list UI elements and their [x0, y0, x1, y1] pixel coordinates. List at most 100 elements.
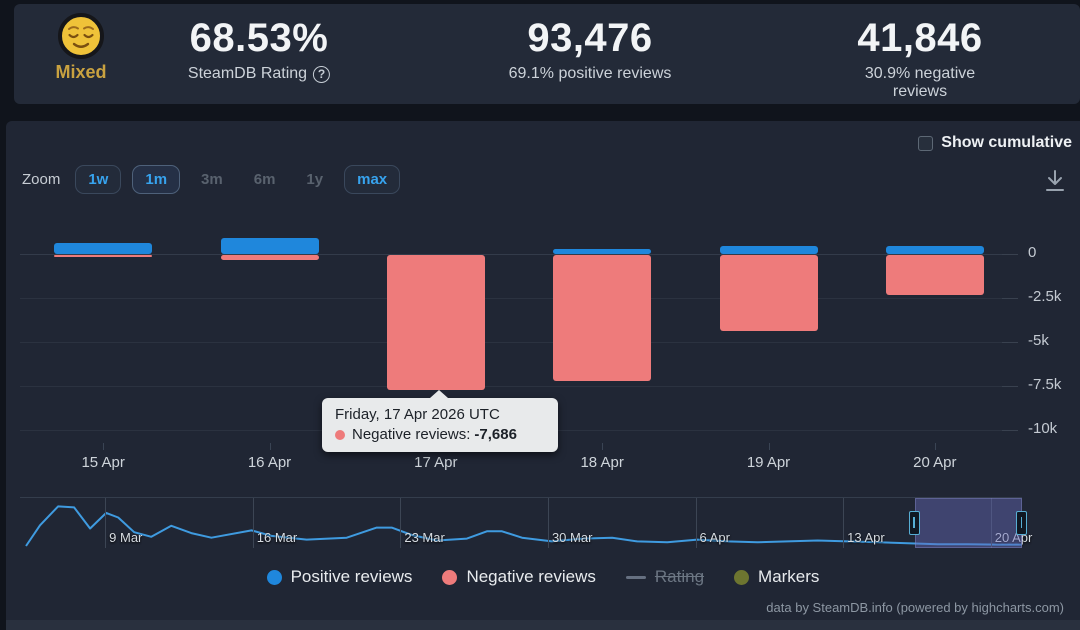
- chart-navigator[interactable]: 9 Mar 16 Mar 23 Mar 30 Mar 6 Apr 13 Apr 20 Apr: [20, 497, 1032, 548]
- bar-positive-16-apr[interactable]: [220, 238, 319, 254]
- show-cumulative-label: Show cumulative: [941, 134, 1072, 151]
- legend-label: Rating: [654, 567, 705, 586]
- navigator-sparkline: [25, 505, 1022, 547]
- zoom-button-6m: 6m: [253, 170, 276, 188]
- navigator-date-label: 6 Apr: [699, 530, 730, 545]
- x-axis-tick: [269, 443, 271, 450]
- zoom-label: Zoom: [22, 170, 61, 188]
- navigator-gridline: [400, 498, 402, 548]
- tooltip-arrow: [430, 390, 448, 398]
- navigator-date-label: 16 Mar: [256, 530, 298, 545]
- positive-count: 93,476: [527, 16, 653, 60]
- x-axis-label: 18 Apr: [580, 454, 624, 471]
- next-section-edge: [6, 620, 1080, 630]
- navigator-handle-right[interactable]: [1016, 511, 1027, 535]
- bar-positive-20-apr[interactable]: [885, 246, 984, 254]
- tooltip-title: Friday, 17 Apr 2026 UTC: [335, 406, 500, 423]
- zoom-button-1w[interactable]: 1w: [75, 164, 122, 194]
- navigator-date-label: 30 Mar: [551, 530, 593, 545]
- show-cumulative-checkbox[interactable]: [918, 135, 934, 151]
- navigator-gridline: [547, 498, 549, 548]
- bar-negative-18-apr[interactable]: [553, 255, 652, 381]
- x-axis-tick: [103, 443, 105, 450]
- x-axis-tick: [768, 443, 770, 450]
- x-axis-label: 17 Apr: [414, 454, 458, 471]
- y-gridline: [20, 298, 1018, 299]
- zoom-button-max[interactable]: max: [344, 164, 401, 194]
- navigator-gridline: [695, 498, 697, 548]
- y-axis-tick: [1002, 342, 1018, 343]
- stat-positive-reviews: 93,476 69.1% positive reviews: [509, 16, 672, 83]
- legend-item-rating[interactable]: Rating: [625, 567, 705, 587]
- tooltip-series-label: Negative reviews:: [352, 426, 471, 443]
- x-axis-tick: [602, 443, 604, 450]
- y-gridline: [20, 386, 1018, 387]
- zoom-button-1y: 1y: [306, 170, 324, 188]
- navigator-date-label: 13 Apr: [847, 530, 885, 545]
- legend-label: Markers: [758, 567, 820, 586]
- tooltip-value: -7,686: [474, 426, 517, 443]
- bar-negative-19-apr[interactable]: [719, 255, 818, 331]
- zoom-button-3m: 3m: [201, 170, 223, 188]
- navigator-selected-range[interactable]: [914, 498, 1022, 548]
- legend-item-markers[interactable]: Markers: [734, 567, 819, 587]
- legend-swatch: [442, 569, 458, 585]
- legend-item-positive-reviews[interactable]: Positive reviews: [266, 567, 413, 587]
- negative-caption: 30.9% negative reviews: [864, 65, 976, 100]
- x-axis-tick: [934, 443, 936, 450]
- sentiment-label: Mixed: [55, 62, 107, 82]
- chart-tooltip: Friday, 17 Apr 2026 UTC Negative reviews…: [322, 390, 558, 452]
- bar-positive-18-apr[interactable]: [553, 249, 652, 254]
- x-axis-label: 19 Apr: [746, 454, 791, 471]
- chart-legend: Positive reviews Negative reviews Rating Ma…: [6, 561, 1080, 593]
- navigator-gridline: [105, 498, 107, 548]
- navigator-gridline: [843, 498, 845, 548]
- reviews-chart-panel: Show cumulative Zoom 1w 1m 3m 6m 1y max 0 -2.5…: [6, 121, 1080, 620]
- stat-negative-reviews: 41,846 30.9% negative reviews: [840, 16, 1000, 101]
- zoom-button-1m[interactable]: 1m: [132, 164, 181, 194]
- y-axis-label: 0: [1028, 244, 1037, 261]
- bar-positive-15-apr[interactable]: [54, 243, 153, 254]
- positive-caption: 69.1% positive reviews: [508, 65, 672, 82]
- navigator-gridline: [990, 498, 992, 548]
- tooltip-series-dot: [335, 429, 345, 440]
- y-axis-tick: [1002, 386, 1018, 387]
- y-axis-label: -7.5k: [1028, 376, 1062, 393]
- legend-item-negative-reviews[interactable]: Negative reviews: [442, 567, 596, 587]
- bar-negative-17-apr[interactable]: [386, 255, 485, 391]
- rating-caption: SteamDB Rating: [187, 65, 308, 82]
- navigator-gridline: [252, 498, 254, 548]
- negative-count: 41,846: [857, 16, 983, 60]
- y-gridline: [20, 342, 1018, 343]
- y-gridline: [20, 254, 1018, 255]
- x-axis-label: 15 Apr: [81, 454, 125, 471]
- bar-negative-15-apr[interactable]: [54, 255, 153, 257]
- bar-positive-19-apr[interactable]: [719, 246, 818, 254]
- show-cumulative-toggle[interactable]: Show cumulative: [918, 134, 1072, 152]
- legend-swatch: [734, 569, 750, 585]
- download-icon[interactable]: [1042, 167, 1068, 195]
- legend-swatch: [625, 575, 646, 579]
- navigator-handle-left[interactable]: [908, 511, 920, 535]
- bar-negative-16-apr[interactable]: [220, 255, 319, 260]
- y-axis-tick: [1002, 298, 1018, 299]
- stat-steamdb-rating: 68.53% SteamDB Rating ?: [187, 16, 331, 83]
- y-axis-label: -10k: [1028, 420, 1058, 437]
- help-icon[interactable]: ?: [313, 65, 331, 83]
- navigator-date-label: 9 Mar: [109, 530, 143, 545]
- legend-swatch: [266, 569, 282, 585]
- rating-value: 68.53%: [189, 16, 329, 60]
- relieved-face-emoji: [58, 13, 104, 59]
- legend-label: Negative reviews: [466, 567, 596, 586]
- bar-negative-20-apr[interactable]: [885, 255, 984, 295]
- zoom-controls: Zoom 1w 1m 3m 6m 1y max: [22, 161, 401, 197]
- y-axis-tick: [1002, 254, 1018, 255]
- chart-credit: data by SteamDB.info (powered by highcha…: [766, 600, 1064, 615]
- legend-label: Positive reviews: [290, 567, 413, 586]
- y-axis-label: -2.5k: [1028, 288, 1062, 305]
- navigator-date-label: 23 Mar: [404, 530, 445, 545]
- stats-header: Mixed 68.53% SteamDB Rating ? 93,476 69.…: [14, 4, 1080, 104]
- y-axis-label: -5k: [1028, 332, 1049, 349]
- rating-sentiment: Mixed: [36, 12, 126, 83]
- y-axis-tick: [1002, 430, 1018, 431]
